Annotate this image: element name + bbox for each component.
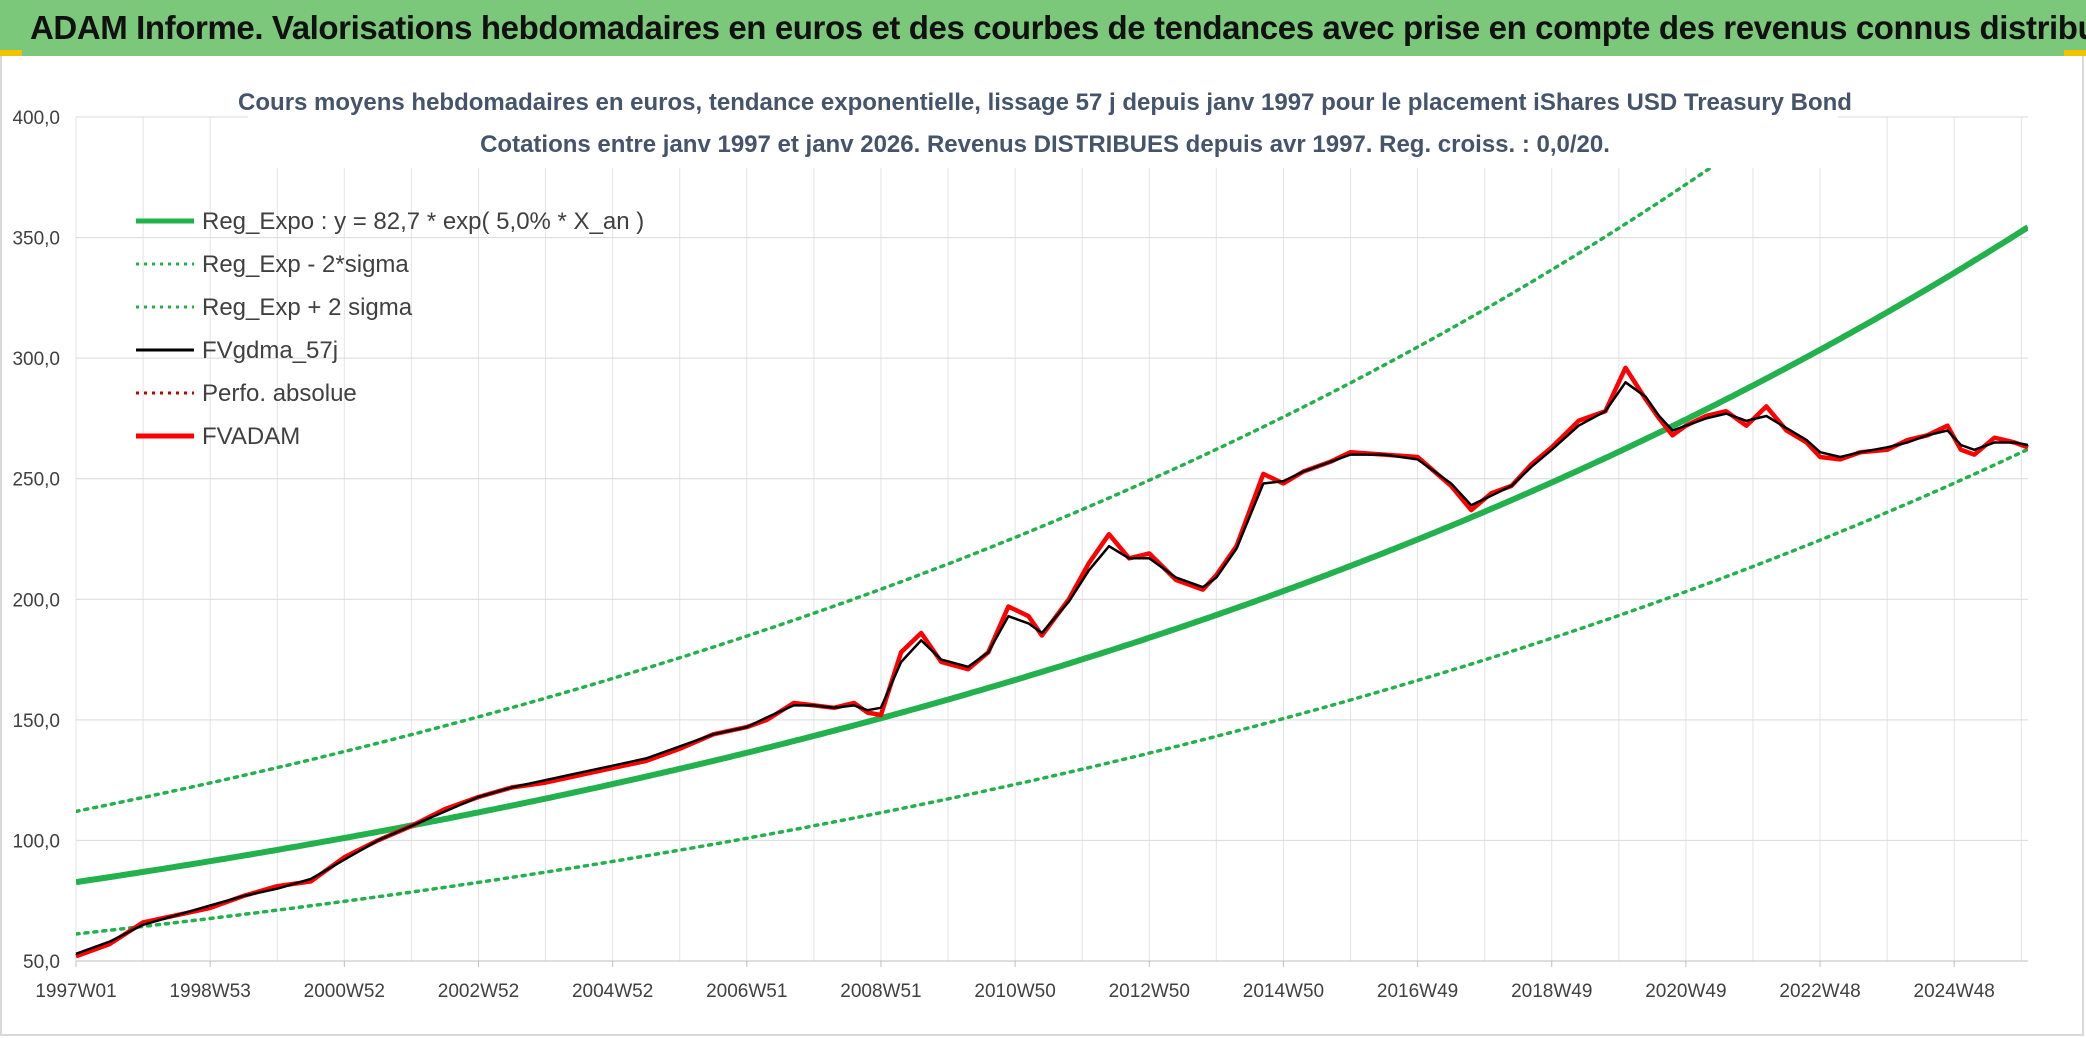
x-tick-label: 2024W48 [1914, 981, 1995, 1002]
x-tick-label: 2000W52 [304, 981, 385, 1002]
x-tick-label: 2006W51 [706, 981, 787, 1002]
legend-label: Reg_Expo : y = 82,7 * exp( 5,0% * X_an ) [202, 208, 644, 235]
x-tick-label: 2022W48 [1779, 981, 1860, 1002]
reg-exp-plus-2-sigma-line [76, 162, 1723, 814]
chart-frame [0, 56, 2084, 1036]
y-tick-label: 250,0 [12, 470, 60, 491]
chart-title-line-2: Cotations entre janv 1997 et janv 2026. … [480, 131, 1610, 158]
banner-title: ADAM Informe. Valorisations hebdomadaire… [30, 9, 2086, 46]
x-tick-label: 1997W01 [35, 981, 116, 1002]
y-tick-label: 50,0 [23, 952, 60, 973]
legend-label: Reg_Exp + 2 sigma [202, 294, 413, 321]
legend-label: Perfo. absolue [202, 380, 357, 407]
x-tick-label: 2004W52 [572, 981, 653, 1002]
x-tick-label: 2018W49 [1511, 981, 1592, 1002]
x-tick-label: 2010W50 [974, 981, 1055, 1002]
fvgdma-57j-series-line [75, 381, 2029, 955]
corner-accent-right [2064, 50, 2086, 56]
y-tick-label: 200,0 [12, 590, 60, 611]
x-tick-label: 2012W50 [1109, 981, 1190, 1002]
legend-label: FVgdma_57j [202, 337, 338, 364]
x-tick-label: 2014W50 [1243, 981, 1324, 1002]
y-tick-label: 100,0 [12, 831, 60, 852]
banner: ADAM Informe. Valorisations hebdomadaire… [0, 0, 2086, 56]
y-axis: 400,0 350,0 300,0 250,0 200,0 150,0 100,0 50,0 [12, 108, 60, 973]
y-tick-label: 150,0 [12, 711, 60, 732]
reg-exp-minus-2-sigma-line [76, 447, 2028, 936]
title-backdrop [248, 78, 1838, 168]
chart-curves [75, 162, 2029, 959]
legend: Reg_Expo : y = 82,7 * exp( 5,0% * X_an )… [136, 208, 644, 450]
clipped-curves [76, 162, 2028, 936]
reg-expo-line [76, 224, 2028, 886]
corner-accent-left [0, 50, 22, 56]
y-tick-label: 300,0 [12, 349, 60, 370]
x-tick-label: 2008W51 [840, 981, 921, 1002]
x-tick-label: 2002W52 [438, 981, 519, 1002]
legend-label: FVADAM [202, 423, 300, 450]
y-tick-label: 400,0 [12, 108, 60, 129]
chart-title-line-1: Cours moyens hebdomadaires en euros, ten… [238, 89, 1852, 116]
x-axis: 1997W01 1998W53 2000W52 2002W52 2004W52 2006W… [35, 960, 2028, 1002]
legend-label: Reg_Exp - 2*sigma [202, 251, 409, 278]
y-tick-label: 350,0 [12, 229, 60, 250]
x-tick-label: 2020W49 [1645, 981, 1726, 1002]
fvadam-series-line [75, 365, 2029, 959]
x-tick-label: 1998W53 [169, 981, 250, 1002]
x-tick-label: 2016W49 [1377, 981, 1458, 1002]
